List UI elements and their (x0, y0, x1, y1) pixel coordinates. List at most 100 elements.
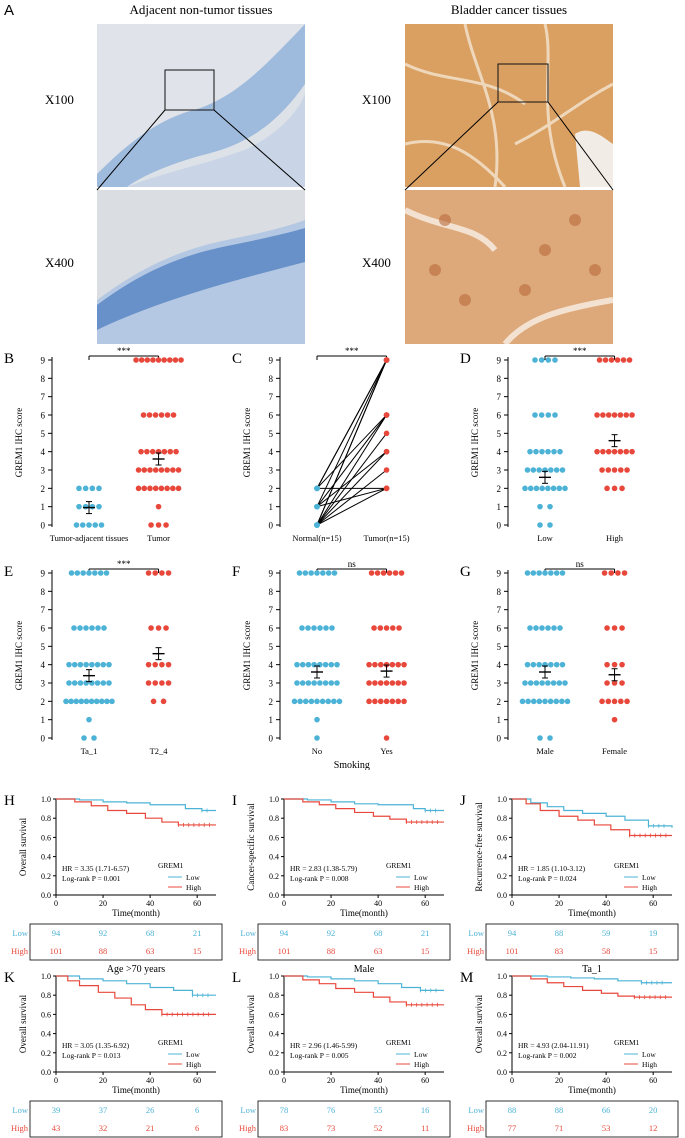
data-point (624, 698, 630, 705)
risk-label-low: Low (468, 1105, 484, 1115)
risk-count-high: 15 (421, 946, 430, 956)
data-point (562, 485, 568, 492)
y-tick-label: 8 (497, 374, 502, 384)
data-point (545, 357, 552, 363)
hazard-ratio: HR = 1.85 (1.10-3.12) (518, 864, 586, 873)
significance-label: *** (117, 346, 131, 356)
risk-table (485, 1100, 679, 1138)
data-point (600, 448, 606, 455)
data-point (73, 522, 80, 528)
y-tick-label: 3 (497, 679, 502, 689)
x-tick-label: 0 (510, 1076, 514, 1085)
legend-low: Low (414, 873, 428, 882)
y-tick-label: 0.8 (41, 991, 51, 1000)
y-tick-label: 0.8 (269, 991, 279, 1000)
panel-label: G (460, 564, 471, 580)
data-point (596, 357, 603, 363)
risk-count-high: 101 (278, 946, 291, 956)
data-point (618, 467, 624, 473)
data-point (522, 680, 528, 686)
data-point (145, 661, 152, 668)
risk-label-high: High (11, 1123, 29, 1133)
x-tick-label: T2_4 (150, 746, 169, 756)
y-tick-label: 0.4 (41, 1030, 51, 1039)
data-point (109, 698, 115, 705)
legend-title: GREM1 (158, 1038, 184, 1047)
y-tick-label: 1 (269, 715, 274, 725)
x-tick-label: 20 (327, 899, 335, 908)
significance-label: ns (348, 559, 357, 569)
y-tick-label: 0.0 (269, 891, 279, 900)
y-axis-label: GREM1 IHC score (14, 408, 24, 478)
data-point (602, 357, 609, 363)
data-point (294, 680, 300, 686)
data-point (389, 661, 396, 668)
data-point (611, 467, 618, 473)
risk-label-high: High (239, 946, 257, 956)
x-axis-label: Time(month) (568, 908, 616, 918)
data-point (92, 570, 98, 576)
risk-count-low: 21 (421, 928, 430, 938)
data-point (542, 570, 548, 576)
y-tick-label: 4 (269, 447, 274, 457)
data-point (594, 448, 600, 455)
data-point (536, 698, 543, 705)
legend-low: Low (642, 1050, 656, 1059)
data-point (159, 680, 165, 686)
data-point (619, 661, 625, 668)
data-point (334, 661, 340, 668)
y-tick-label: 9 (269, 356, 274, 366)
data-point (82, 485, 89, 492)
data-point (530, 467, 537, 473)
data-point (611, 448, 618, 455)
data-point (144, 357, 151, 363)
risk-count-high: 6 (195, 1123, 199, 1133)
risk-count-low: 59 (602, 928, 611, 938)
data-point (71, 625, 77, 631)
data-point (329, 625, 335, 631)
risk-count-low: 19 (649, 928, 658, 938)
data-point (163, 625, 169, 631)
risk-count-high: 83 (555, 946, 564, 956)
tumor-point (383, 430, 390, 437)
pair-line (316, 487, 387, 508)
data-point (163, 522, 169, 528)
tumor-point (383, 357, 390, 363)
data-point (317, 680, 323, 686)
data-point (392, 570, 399, 576)
data-point (106, 661, 112, 668)
data-point (165, 661, 172, 668)
x-tick-label: 60 (193, 1076, 201, 1085)
data-point (100, 661, 107, 668)
y-tick-label: 2 (497, 697, 502, 707)
data-point (135, 467, 142, 473)
y-tick-label: 1.0 (41, 795, 51, 804)
data-point (548, 661, 554, 668)
data-point (559, 570, 566, 576)
y-tick-label: 0.8 (269, 814, 279, 823)
data-point (545, 485, 551, 492)
data-point (620, 357, 627, 363)
data-point (551, 448, 557, 455)
data-point (76, 485, 82, 492)
data-point (138, 448, 144, 455)
data-point (311, 625, 317, 631)
risk-count-high: 15 (649, 946, 658, 956)
risk-count-low: 88 (555, 928, 564, 938)
dot-panel-f: F 0 1 2 3 4 5 6 7 8 9 GREM1 IHC score No Yes Smoking ns (232, 559, 407, 770)
data-point (66, 661, 72, 668)
x-tick-label: 40 (374, 1076, 382, 1085)
data-point (524, 661, 531, 668)
risk-count-high: 11 (421, 1123, 429, 1133)
data-point (559, 698, 565, 705)
data-point (532, 357, 538, 363)
right-title: Bladder cancer tissues (450, 2, 568, 17)
data-point (145, 570, 152, 576)
panel-label: F (232, 564, 240, 580)
data-point (74, 570, 81, 576)
y-tick-label: 0.2 (497, 872, 507, 881)
risk-count-low: 78 (280, 1105, 289, 1115)
y-tick-label: 4 (269, 660, 274, 670)
data-point (550, 485, 557, 492)
data-point (624, 467, 630, 473)
